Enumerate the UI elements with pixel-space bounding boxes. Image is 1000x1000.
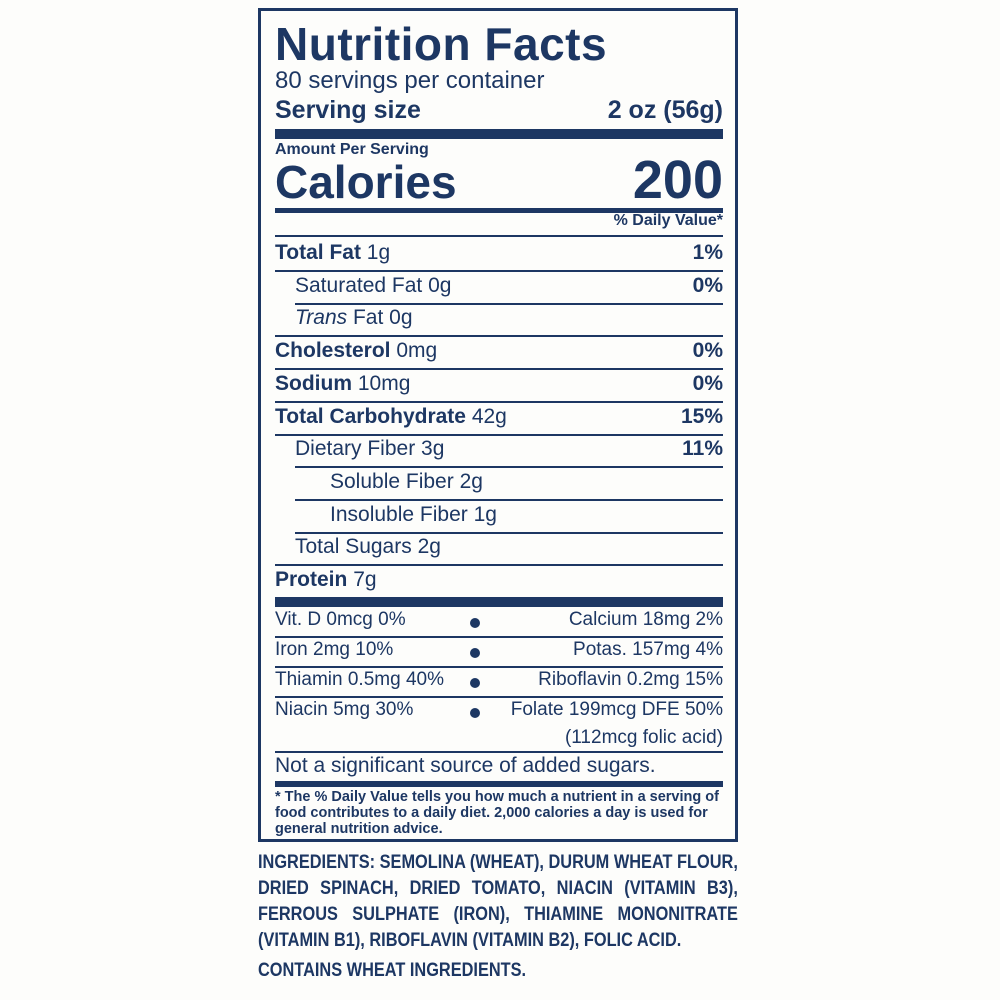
nutrient-daily-value: 15% bbox=[680, 404, 723, 428]
vitamin-right: Riboflavin 0.2mg 15% bbox=[538, 669, 723, 691]
divider bbox=[275, 636, 723, 638]
nutrient-row: Dietary Fiber 3g 11% bbox=[275, 437, 723, 461]
divider bbox=[295, 302, 723, 305]
nutrient-row: Total Sugars 2g bbox=[275, 535, 723, 559]
nutrient-amount: 7g bbox=[353, 568, 377, 591]
daily-value-header: % Daily Value* bbox=[613, 212, 723, 229]
divider bbox=[275, 235, 723, 237]
footnote: * The % Daily Value tells you how much a… bbox=[275, 789, 719, 837]
nutrient-name: Total Fat bbox=[275, 241, 361, 264]
calories-label: Calories bbox=[275, 156, 457, 208]
calories-value: 200 bbox=[632, 150, 723, 210]
nutrient-daily-value: 11% bbox=[682, 437, 723, 461]
divider bbox=[275, 666, 723, 668]
nutrient-row: Trans Fat 0g bbox=[275, 306, 723, 330]
nutrient-row: Total Fat 1g 1% bbox=[275, 241, 723, 265]
nutrient-name: Sodium bbox=[275, 371, 352, 395]
nutrient-name: Insoluble Fiber bbox=[330, 502, 468, 526]
nutrient-row: Protein 7g bbox=[275, 568, 723, 592]
vitamin-right: Potas. 157mg 4% bbox=[573, 639, 723, 661]
nutrient-amount: 42g bbox=[471, 404, 507, 428]
medium-divider bbox=[275, 781, 723, 787]
vitamin-left: Vit. D 0mcg 0% bbox=[275, 609, 406, 630]
vitamin-right-note: (112mcg folic acid) bbox=[564, 727, 723, 748]
divider bbox=[275, 368, 723, 371]
nutrient-amount: 3g bbox=[421, 437, 445, 461]
serving-size-label: Serving size bbox=[275, 96, 421, 124]
nutrient-row: Insoluble Fiber 1g bbox=[275, 503, 723, 527]
bullet-icon bbox=[470, 618, 480, 628]
nutrient-daily-value: 0% bbox=[692, 273, 723, 297]
thick-divider bbox=[275, 597, 723, 607]
vitamin-row: Iron 2mg 10% Potas. 157mg 4% bbox=[275, 639, 723, 661]
nutrient-row: Soluble Fiber 2g bbox=[275, 470, 723, 494]
ingredients: INGREDIENTS: SEMOLINA (WHEAT), DURUM WHE… bbox=[258, 852, 738, 951]
nutrient-row: Sodium 10mg 0% bbox=[275, 372, 723, 396]
nutrient-amount: Fat 0g bbox=[352, 306, 413, 330]
divider bbox=[275, 335, 723, 338]
divider bbox=[275, 751, 723, 753]
nutrient-amount: 2g bbox=[417, 535, 441, 559]
divider bbox=[275, 270, 723, 272]
vitamin-row: Thiamin 0.5mg 40% Riboflavin 0.2mg 15% bbox=[275, 669, 723, 691]
nutrient-amount: 1g bbox=[473, 502, 497, 526]
nutrient-name: Dietary Fiber bbox=[295, 437, 416, 461]
nutrient-name: Protein bbox=[275, 568, 348, 591]
thick-divider bbox=[275, 129, 723, 139]
nutrient-name: Trans bbox=[295, 306, 348, 330]
nutrient-daily-value: 1% bbox=[692, 241, 723, 264]
serving-size: Serving size 2 oz (56g) bbox=[275, 96, 723, 125]
bullet-icon bbox=[470, 648, 480, 658]
vitamin-right-text: Calcium 18mg 2% bbox=[568, 609, 723, 630]
servings-per-container: 80 servings per container bbox=[275, 67, 545, 94]
divider bbox=[295, 498, 723, 501]
nutrient-name: Soluble Fiber bbox=[330, 469, 454, 493]
nutrient-name: Total Carbohydrate bbox=[275, 404, 466, 428]
nutrient-name: Total Sugars bbox=[295, 535, 412, 559]
nutrient-name: Saturated Fat bbox=[295, 273, 423, 297]
nutrient-daily-value: 0% bbox=[692, 339, 723, 363]
allergen-statement: CONTAINS WHEAT INGREDIENTS. bbox=[258, 960, 527, 981]
serving-size-value: 2 oz (56g) bbox=[607, 96, 723, 124]
nutrient-amount: 1g bbox=[366, 241, 391, 264]
nutrient-row: Cholesterol 0mg 0% bbox=[275, 339, 723, 363]
nutrition-facts-label: Nutrition Facts 80 servings per containe… bbox=[258, 8, 738, 842]
added-sugars-note: Not a significant source of added sugars… bbox=[275, 754, 656, 777]
vitamin-right-text: Folate 199mcg DFE 50% bbox=[510, 699, 723, 720]
nutrient-amount: 0g bbox=[428, 273, 452, 297]
medium-divider bbox=[275, 208, 723, 213]
vitamin-row: Niacin 5mg 30% Folate 199mcg DFE 50% (112m… bbox=[275, 699, 723, 749]
divider bbox=[275, 400, 723, 403]
nutrient-row: Saturated Fat 0g 0% bbox=[275, 274, 723, 298]
vitamin-right: Folate 199mcg DFE 50% (112mcg folic acid) bbox=[511, 699, 723, 749]
vitamin-right-text: Riboflavin 0.2mg 15% bbox=[538, 669, 723, 690]
nutrient-amount: 10mg bbox=[357, 371, 411, 395]
bullet-icon bbox=[470, 678, 480, 688]
divider bbox=[295, 531, 723, 534]
bullet-icon bbox=[470, 708, 480, 718]
vitamin-right-text: Potas. 157mg 4% bbox=[573, 639, 723, 660]
vitamin-row: Vit. D 0mcg 0% Calcium 18mg 2% bbox=[275, 609, 723, 631]
calories-row: Calories 200 bbox=[275, 149, 723, 211]
divider bbox=[275, 433, 723, 436]
vitamin-left: Niacin 5mg 30% bbox=[275, 699, 414, 720]
nutrient-amount: 0mg bbox=[396, 339, 438, 363]
amount-per-serving: Amount Per Serving bbox=[275, 141, 429, 158]
label-title: Nutrition Facts bbox=[275, 18, 608, 70]
divider bbox=[275, 564, 723, 567]
vitamin-right: Calcium 18mg 2% bbox=[569, 609, 723, 631]
divider bbox=[275, 696, 723, 698]
nutrient-daily-value: 0% bbox=[692, 371, 723, 395]
nutrient-name: Cholesterol bbox=[275, 339, 391, 363]
divider bbox=[295, 466, 723, 469]
vitamin-left: Iron 2mg 10% bbox=[275, 639, 394, 660]
nutrient-row: Total Carbohydrate 42g 15% bbox=[275, 405, 723, 429]
nutrient-amount: 2g bbox=[459, 469, 483, 493]
vitamin-left: Thiamin 0.5mg 40% bbox=[275, 669, 444, 690]
